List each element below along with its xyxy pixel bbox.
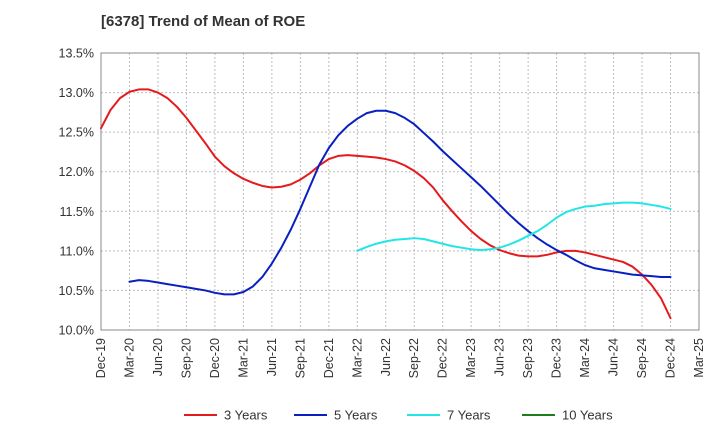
- y-tick-label: 10.5%: [59, 284, 94, 298]
- y-tick-label: 13.5%: [59, 47, 94, 61]
- legend-label: 5 Years: [334, 408, 378, 423]
- x-tick-label: Dec-19: [94, 338, 108, 378]
- x-tick-label: Dec-23: [550, 338, 564, 378]
- x-tick-label: Jun-23: [493, 338, 507, 376]
- y-tick-label: 12.5%: [59, 126, 94, 140]
- x-tick-label: Mar-22: [350, 338, 364, 378]
- x-tick-label: Mar-21: [236, 338, 250, 378]
- x-tick-label: Sep-21: [293, 338, 307, 378]
- x-tick-label: Jun-22: [379, 338, 393, 376]
- x-tick-label: Dec-22: [436, 338, 450, 378]
- plot-border: [100, 52, 700, 331]
- x-tick-label: Mar-25: [692, 338, 706, 378]
- plot-area: [101, 53, 699, 330]
- x-tick-label: Dec-24: [664, 338, 678, 378]
- x-tick-label: Sep-20: [179, 338, 193, 378]
- series-line-5-years: [128, 109, 672, 296]
- x-tick-label: Sep-22: [407, 338, 421, 378]
- y-tick-label: 11.5%: [59, 205, 94, 219]
- legend-label: 3 Years: [224, 408, 268, 423]
- x-tick-label: Sep-24: [635, 338, 649, 378]
- x-tick-label: Jun-24: [607, 338, 621, 376]
- legend-label: 10 Years: [562, 408, 613, 423]
- y-tick-label: 11.0%: [59, 244, 94, 258]
- x-tick-label: Jun-20: [151, 338, 165, 376]
- chart-title: [6378] Trend of Mean of ROE: [101, 13, 306, 30]
- x-tick-label: Dec-21: [322, 338, 336, 378]
- series-line-3-years: [100, 88, 672, 320]
- x-tick-label: Jun-21: [265, 338, 279, 376]
- x-tick-label: Mar-23: [464, 338, 478, 378]
- x-tick-label: Dec-20: [208, 338, 222, 378]
- y-tick-label: 12.0%: [59, 165, 94, 179]
- y-tick-label: 13.0%: [59, 86, 94, 100]
- y-tick-label: 10.0%: [59, 324, 94, 338]
- x-tick-label: Mar-24: [578, 338, 592, 378]
- legend-label: 7 Years: [447, 408, 491, 423]
- series-line-7-years: [356, 201, 672, 252]
- x-tick-label: Sep-23: [521, 338, 535, 378]
- x-tick-label: Mar-20: [122, 338, 136, 378]
